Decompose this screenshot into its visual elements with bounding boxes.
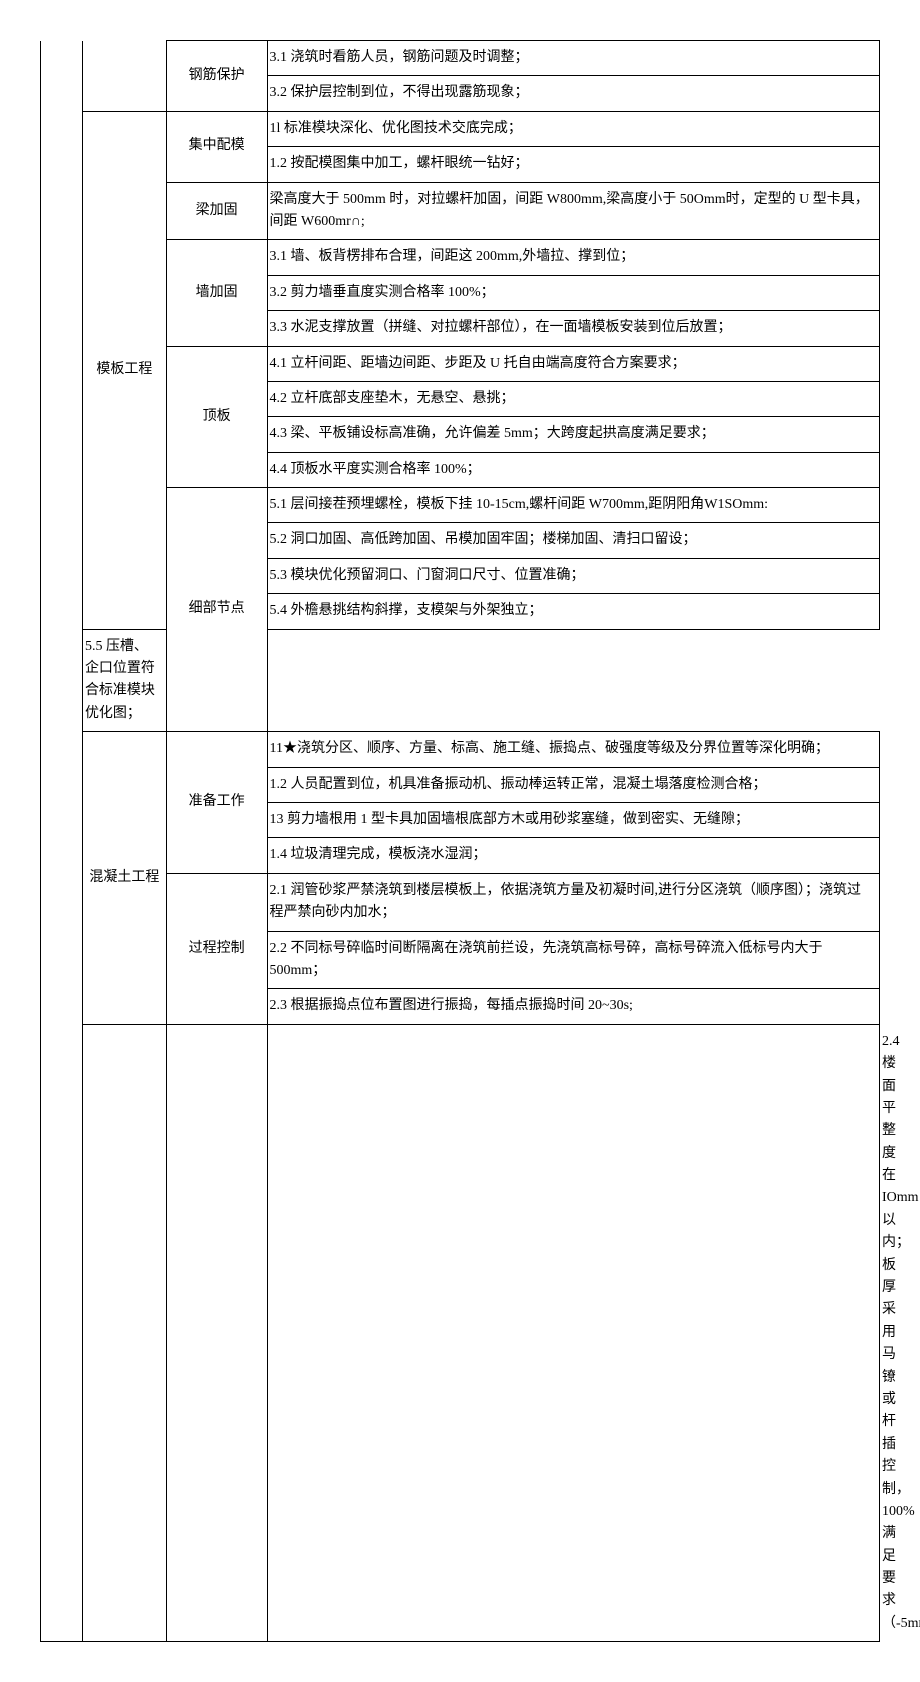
cell: 梁加固 bbox=[166, 182, 267, 240]
cell bbox=[82, 41, 166, 112]
cell: 钢筋保护 bbox=[166, 41, 267, 112]
cell: 1.2 人员配置到位，机具准备振动机、振动棒运转正常，混凝土塌落度检测合格； bbox=[267, 767, 879, 802]
cell: 集中配模 bbox=[166, 111, 267, 182]
cell bbox=[82, 1024, 166, 1642]
cell: 3.1 浇筑时看筋人员，钢筋问题及时调整； bbox=[267, 41, 879, 76]
cell: 11★浇筑分区、顺序、方量、标高、施工缝、振捣点、破强度等级及分界位置等深化明确… bbox=[267, 732, 879, 767]
cell: 2.3 根据振捣点位布置图进行振捣，每插点振捣时间 20~30s; bbox=[267, 989, 879, 1024]
table-row: 模板工程集中配模1l 标准模块深化、优化图技术交底完成； bbox=[41, 111, 880, 146]
cell bbox=[41, 41, 83, 1642]
cell: 2.2 不同标号碎临时间断隔离在浇筑前拦设，先浇筑高标号碎，高标号碎流入低标号内… bbox=[267, 931, 879, 989]
cell: 5.3 模块优化预留洞口、门窗洞口尺寸、位置准确； bbox=[267, 558, 879, 593]
cell: 顶板 bbox=[166, 346, 267, 488]
table-row: 钢筋保护3.1 浇筑时看筋人员，钢筋问题及时调整； bbox=[41, 41, 880, 76]
cell: 5.5 压槽、企口位置符合标准模块优化图； bbox=[82, 629, 166, 732]
cell: 过程控制 bbox=[166, 873, 267, 1024]
cell bbox=[267, 1024, 879, 1642]
table-row: 细部节点5.1 层间接茬预埋螺栓，模板下挂 10-15cm,螺杆间距 W700m… bbox=[41, 488, 880, 523]
cell: 3.2 保护层控制到位，不得出现露筋现象； bbox=[267, 76, 879, 111]
cell: 1.2 按配模图集中加工，螺杆眼统一钻好； bbox=[267, 147, 879, 182]
table-row: 过程控制2.1 润管砂浆严禁浇筑到楼层模板上，依据浇筑方量及初凝时间,进行分区浇… bbox=[41, 873, 880, 931]
cell: 4.2 立杆底部支座垫木，无悬空、悬挑； bbox=[267, 381, 879, 416]
cell: 3.2 剪力墙垂直度实测合格率 100%； bbox=[267, 275, 879, 310]
cell: 4.1 立杆间距、距墙边间距、步距及 U 托自由端高度符合方案要求； bbox=[267, 346, 879, 381]
cell: 准备工作 bbox=[166, 732, 267, 874]
cell: 墙加固 bbox=[166, 240, 267, 346]
cell: 3.3 水泥支撑放置（拼缝、对拉螺杆部位），在一面墙模板安装到位后放置； bbox=[267, 311, 879, 346]
cell: 2.1 润管砂浆严禁浇筑到楼层模板上，依据浇筑方量及初凝时间,进行分区浇筑（顺序… bbox=[267, 873, 879, 931]
cell: 3.1 墙、板背楞排布合理，间距这 200mm,外墙拉、撑到位； bbox=[267, 240, 879, 275]
table-row: 顶板4.1 立杆间距、距墙边间距、步距及 U 托自由端高度符合方案要求； bbox=[41, 346, 880, 381]
table-row: 墙加固3.1 墙、板背楞排布合理，间距这 200mm,外墙拉、撑到位； bbox=[41, 240, 880, 275]
table-row: 2.4 楼面平整度在 IOmm 以内；板厚采用马镣或杆插控制，100%满足要求（… bbox=[41, 1024, 880, 1642]
cell: 1.4 垃圾清理完成，模板浇水湿润； bbox=[267, 838, 879, 873]
cell: 梁高度大于 500mm 时，对拉螺杆加固，间距 W800mm,梁高度小于 50O… bbox=[267, 182, 879, 240]
cell bbox=[166, 1024, 267, 1642]
cell: 5.1 层间接茬预埋螺栓，模板下挂 10-15cm,螺杆间距 W700mm,距阴… bbox=[267, 488, 879, 523]
table-row: 混凝土工程准备工作11★浇筑分区、顺序、方量、标高、施工缝、振捣点、破强度等级及… bbox=[41, 732, 880, 767]
cell: 4.3 梁、平板铺设标高准确，允许偏差 5mm；大跨度起拱高度满足要求； bbox=[267, 417, 879, 452]
cell: 模板工程 bbox=[82, 111, 166, 629]
cell: 5.4 外檐悬挑结构斜撑，支模架与外架独立； bbox=[267, 594, 879, 629]
cell: 4.4 顶板水平度实测合格率 100%； bbox=[267, 452, 879, 487]
construction-spec-table: 钢筋保护3.1 浇筑时看筋人员，钢筋问题及时调整；3.2 保护层控制到位，不得出… bbox=[40, 40, 880, 1642]
cell: 5.2 洞口加固、高低跨加固、吊模加固牢固；楼梯加固、清扫口留设； bbox=[267, 523, 879, 558]
cell: 1l 标准模块深化、优化图技术交底完成； bbox=[267, 111, 879, 146]
cell: 混凝土工程 bbox=[82, 732, 166, 1025]
cell: 13 剪力墙根用 1 型卡具加固墙根底部方木或用砂浆塞缝，做到密实、无缝隙； bbox=[267, 802, 879, 837]
table-row: 梁加固梁高度大于 500mm 时，对拉螺杆加固，间距 W800mm,梁高度小于 … bbox=[41, 182, 880, 240]
cell: 细部节点 bbox=[166, 488, 267, 732]
